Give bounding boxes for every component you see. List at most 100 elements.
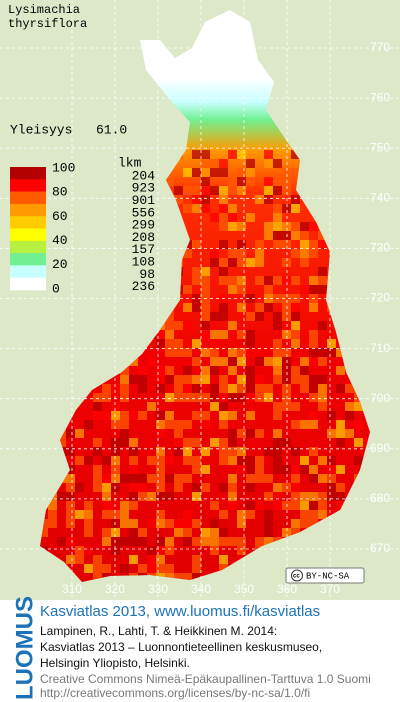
grid-cell [210, 168, 219, 177]
grid-cell [354, 258, 363, 267]
grid-cell [120, 204, 129, 213]
grid-cell [354, 150, 363, 159]
grid-cell [291, 492, 300, 501]
grid-cell [255, 258, 264, 267]
distribution-map [39, 10, 370, 591]
grid-cell [192, 186, 201, 195]
grid-cell [147, 546, 156, 555]
grid-cell [363, 330, 370, 339]
grid-cell [75, 348, 84, 357]
grid-cell [336, 555, 345, 564]
grid-cell [174, 420, 183, 429]
grid-cell [120, 501, 129, 510]
grid-cell [156, 168, 165, 177]
grid-cell [309, 240, 318, 249]
grid-cell [246, 312, 255, 321]
grid-cell [201, 375, 210, 384]
grid-cell [57, 330, 66, 339]
grid-cell [156, 483, 165, 492]
grid-cell [165, 303, 174, 312]
legend-scale: 0 [52, 281, 60, 296]
grid-cell [300, 231, 309, 240]
cc-icon-text: cc [293, 574, 300, 580]
grid-cell [156, 411, 165, 420]
grid-cell [147, 492, 156, 501]
grid-cell [282, 438, 291, 447]
grid-cell [66, 339, 75, 348]
species-name: thyrsiflora [8, 17, 87, 31]
grid-cell [174, 375, 183, 384]
grid-cell [129, 438, 138, 447]
grid-cell [219, 411, 228, 420]
grid-cell [228, 204, 237, 213]
grid-cell [39, 582, 48, 591]
grid-cell [282, 528, 291, 537]
grid-cell [318, 321, 327, 330]
grid-cell [300, 501, 309, 510]
citation-line: Helsingin Yliopisto, Helsinki. [40, 656, 190, 670]
grid-cell [345, 159, 354, 168]
grid-cell [210, 537, 219, 546]
count-header: lkm [118, 155, 142, 170]
grid-cell [309, 285, 318, 294]
grid-cell [93, 474, 102, 483]
grid-cell [147, 564, 156, 573]
grid-cell [201, 537, 210, 546]
grid-cell [264, 510, 273, 519]
grid-cell [309, 186, 318, 195]
legend-count: 901 [132, 193, 156, 208]
grid-cell [255, 357, 264, 366]
legend-scale: 80 [52, 185, 68, 200]
legend-count: 157 [132, 242, 155, 257]
grid-cell [174, 339, 183, 348]
grid-cell [40, 474, 48, 483]
grid-cell [75, 285, 84, 294]
grid-cell [93, 447, 102, 456]
grid-cell [183, 420, 192, 429]
grid-cell [255, 384, 264, 393]
grid-cell [93, 240, 102, 249]
grid-cell [354, 528, 363, 537]
grid-cell [129, 474, 138, 483]
grid-cell [156, 258, 165, 267]
grid-cell [57, 366, 66, 375]
grid-cell [228, 222, 237, 231]
grid-cell [246, 429, 255, 438]
grid-cell [282, 384, 291, 393]
grid-cell [93, 330, 102, 339]
grid-cell [174, 483, 183, 492]
grid-cell [336, 384, 345, 393]
grid-cell [102, 510, 111, 519]
grid-cell [237, 258, 246, 267]
grid-cell [219, 204, 228, 213]
grid-cell [246, 375, 255, 384]
grid-cell [354, 321, 363, 330]
grid-cell [111, 348, 120, 357]
grid-cell [66, 483, 75, 492]
grid-cell [40, 339, 48, 348]
grid-cell [291, 483, 300, 492]
grid-cell [84, 456, 93, 465]
grid-cell [93, 321, 102, 330]
legend-scale: 40 [52, 233, 68, 248]
grid-cell [75, 276, 84, 285]
grid-cell [102, 393, 111, 402]
grid-cell [282, 276, 291, 285]
grid-cell [93, 555, 102, 564]
grid-cell [40, 375, 48, 384]
grid-cell [345, 546, 354, 555]
grid-cell [57, 357, 66, 366]
grid-cell [201, 321, 210, 330]
grid-cell [75, 510, 84, 519]
grid-cell [237, 375, 246, 384]
grid-cell [40, 357, 48, 366]
grid-cell [111, 402, 120, 411]
grid-cell [237, 276, 246, 285]
grid-cell [309, 393, 318, 402]
grid-cell [183, 438, 192, 447]
grid-cell [201, 366, 210, 375]
grid-cell [219, 330, 228, 339]
grid-cell [156, 474, 165, 483]
grid-cell [66, 447, 75, 456]
grid-cell [165, 204, 174, 213]
